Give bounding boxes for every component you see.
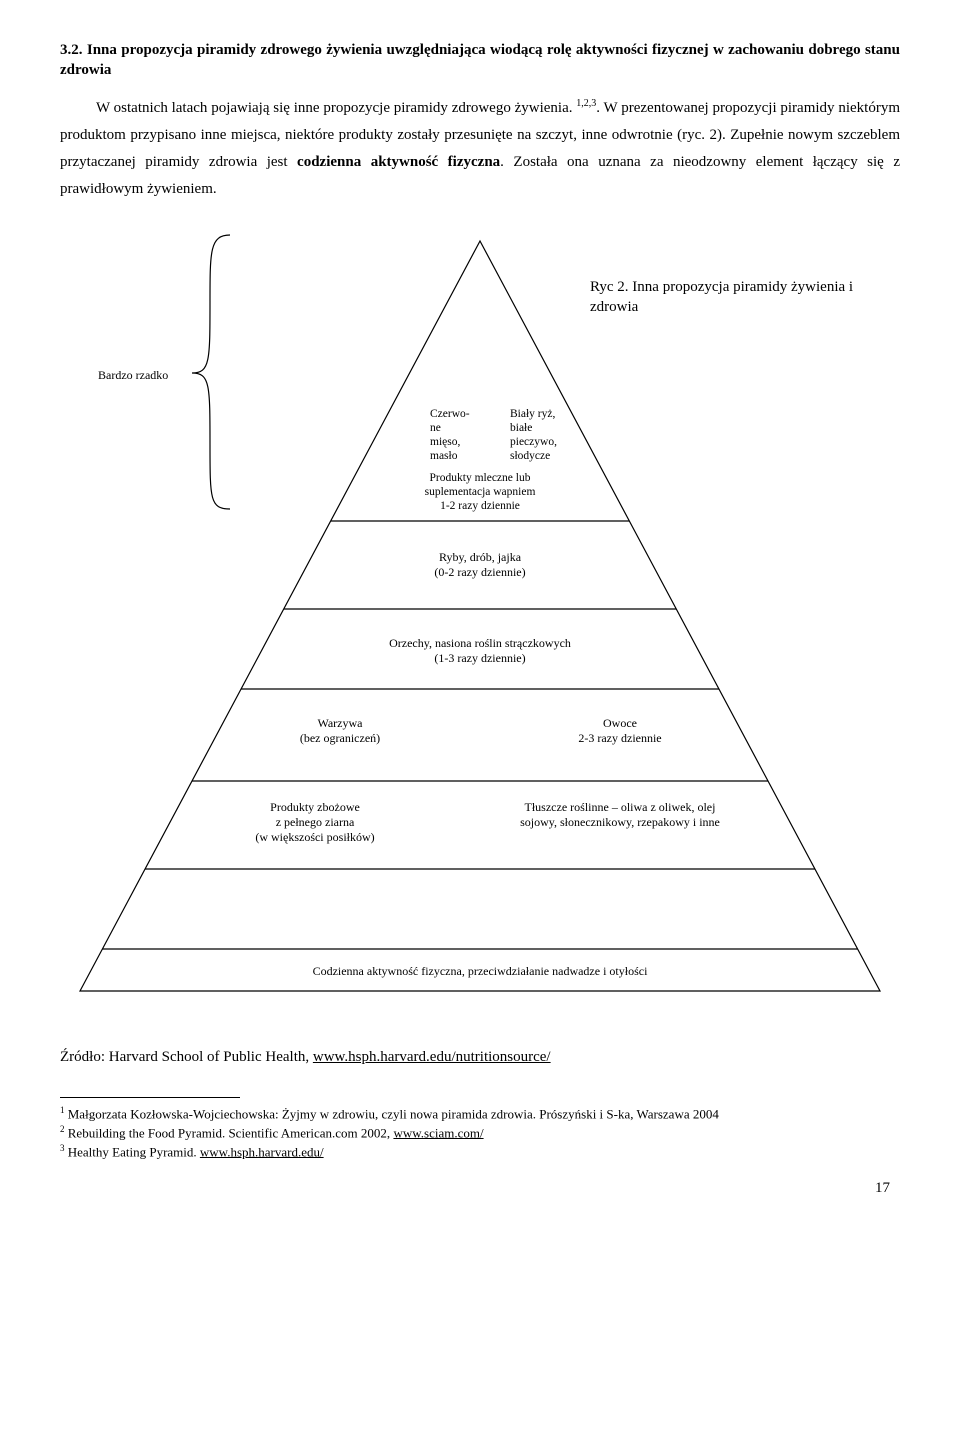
pyramid-outline bbox=[80, 241, 880, 991]
svg-text:pieczywo,: pieczywo, bbox=[510, 436, 557, 448]
level-4-left: Warzywa(bez ograniczeń) bbox=[300, 716, 380, 745]
brace-label: Bardzo rzadko bbox=[98, 368, 168, 382]
svg-text:sojowy, słonecznikowy, rzepako: sojowy, słonecznikowy, rzepakowy i inne bbox=[520, 815, 720, 829]
svg-text:(1-3 razy dziennie): (1-3 razy dziennie) bbox=[434, 651, 525, 665]
svg-text:Produkty zbożowe: Produkty zbożowe bbox=[270, 800, 360, 814]
top-bottom-lines: Produkty mleczne lub suplementacja wapnie… bbox=[425, 472, 536, 512]
source-link[interactable]: www.hsph.harvard.edu/nutritionsource/ bbox=[313, 1049, 551, 1065]
level-4-right: Owoce2-3 razy dziennie bbox=[578, 716, 661, 745]
section-heading: 3.2. Inna propozycja piramidy zdrowego ż… bbox=[60, 40, 900, 81]
figure-source: Źródło: Harvard School of Public Health,… bbox=[60, 1047, 900, 1067]
pyramid-figure: Ryc 2. Inna propozycja piramidy żywienia… bbox=[60, 221, 900, 1041]
pyramid-svg: Ryc 2. Inna propozycja piramidy żywienia… bbox=[60, 221, 900, 1041]
svg-text:Tłuszcze roślinne – oliwa z ol: Tłuszcze roślinne – oliwa z oliwek, olej bbox=[525, 800, 716, 814]
svg-text:Biały ryż,: Biały ryż, bbox=[510, 408, 555, 420]
svg-text:Owoce: Owoce bbox=[603, 716, 637, 730]
svg-text:słodycze: słodycze bbox=[510, 450, 550, 462]
body-paragraph: W ostatnich latach pojawiają się inne pr… bbox=[60, 95, 900, 203]
svg-text:Produkty mleczne lub: Produkty mleczne lub bbox=[430, 472, 531, 484]
page-number: 17 bbox=[60, 1178, 900, 1198]
svg-text:Orzechy, nasiona roślin strącz: Orzechy, nasiona roślin strączkowych bbox=[389, 636, 571, 650]
svg-text:(bez ograniczeń): (bez ograniczeń) bbox=[300, 731, 380, 745]
level-3: Orzechy, nasiona roślin strączkowych(1-3… bbox=[389, 636, 571, 665]
figure-caption-line2: zdrowia bbox=[590, 299, 639, 315]
svg-text:z pełnego ziarna: z pełnego ziarna bbox=[276, 815, 355, 829]
svg-text:Codzienna aktywność fizyczna,: Codzienna aktywność fizyczna, przeciwdzi… bbox=[313, 964, 649, 978]
level-5-right: Tłuszcze roślinne – oliwa z oliwek, olej… bbox=[520, 800, 720, 829]
top-right-column: Biały ryż, białe pieczywo, słodycze bbox=[510, 408, 557, 462]
brace-icon bbox=[192, 235, 230, 509]
svg-text:Czerwo-: Czerwo- bbox=[430, 408, 470, 420]
figure-caption-line1: Ryc 2. Inna propozycja piramidy żywienia… bbox=[590, 279, 853, 295]
source-prefix: Źródło: Harvard School of Public Health, bbox=[60, 1049, 313, 1065]
svg-text:masło: masło bbox=[430, 450, 458, 462]
svg-text:suplementacja wapniem: suplementacja wapniem bbox=[425, 486, 536, 498]
svg-text:ne: ne bbox=[430, 422, 441, 434]
svg-text:białe: białe bbox=[510, 422, 532, 434]
footnote-separator bbox=[60, 1097, 240, 1098]
svg-text:Ryby, drób, jajka: Ryby, drób, jajka bbox=[439, 550, 522, 564]
svg-text:1-2 razy dziennie: 1-2 razy dziennie bbox=[440, 500, 520, 512]
level-2: Ryby, drób, jajka(0-2 razy dziennie) bbox=[434, 550, 525, 579]
level-6: Codzienna aktywność fizyczna, przeciwdzi… bbox=[313, 964, 649, 978]
pyramid-dividers bbox=[102, 521, 857, 949]
svg-text:mięso,: mięso, bbox=[430, 436, 460, 448]
footnotes: 1 Małgorzata Kozłowska-Wojciechowska: Ży… bbox=[60, 1104, 900, 1161]
level-5-left: Produkty zbożowez pełnego ziarna(w więks… bbox=[255, 800, 374, 844]
svg-text:(0-2 razy dziennie): (0-2 razy dziennie) bbox=[434, 565, 525, 579]
svg-text:Warzywa: Warzywa bbox=[317, 716, 363, 730]
svg-text:2-3 razy dziennie: 2-3 razy dziennie bbox=[578, 731, 661, 745]
top-left-column: Czerwo-ne mięso, masło bbox=[430, 408, 470, 462]
svg-text:(w większości posiłków): (w większości posiłków) bbox=[255, 830, 374, 844]
